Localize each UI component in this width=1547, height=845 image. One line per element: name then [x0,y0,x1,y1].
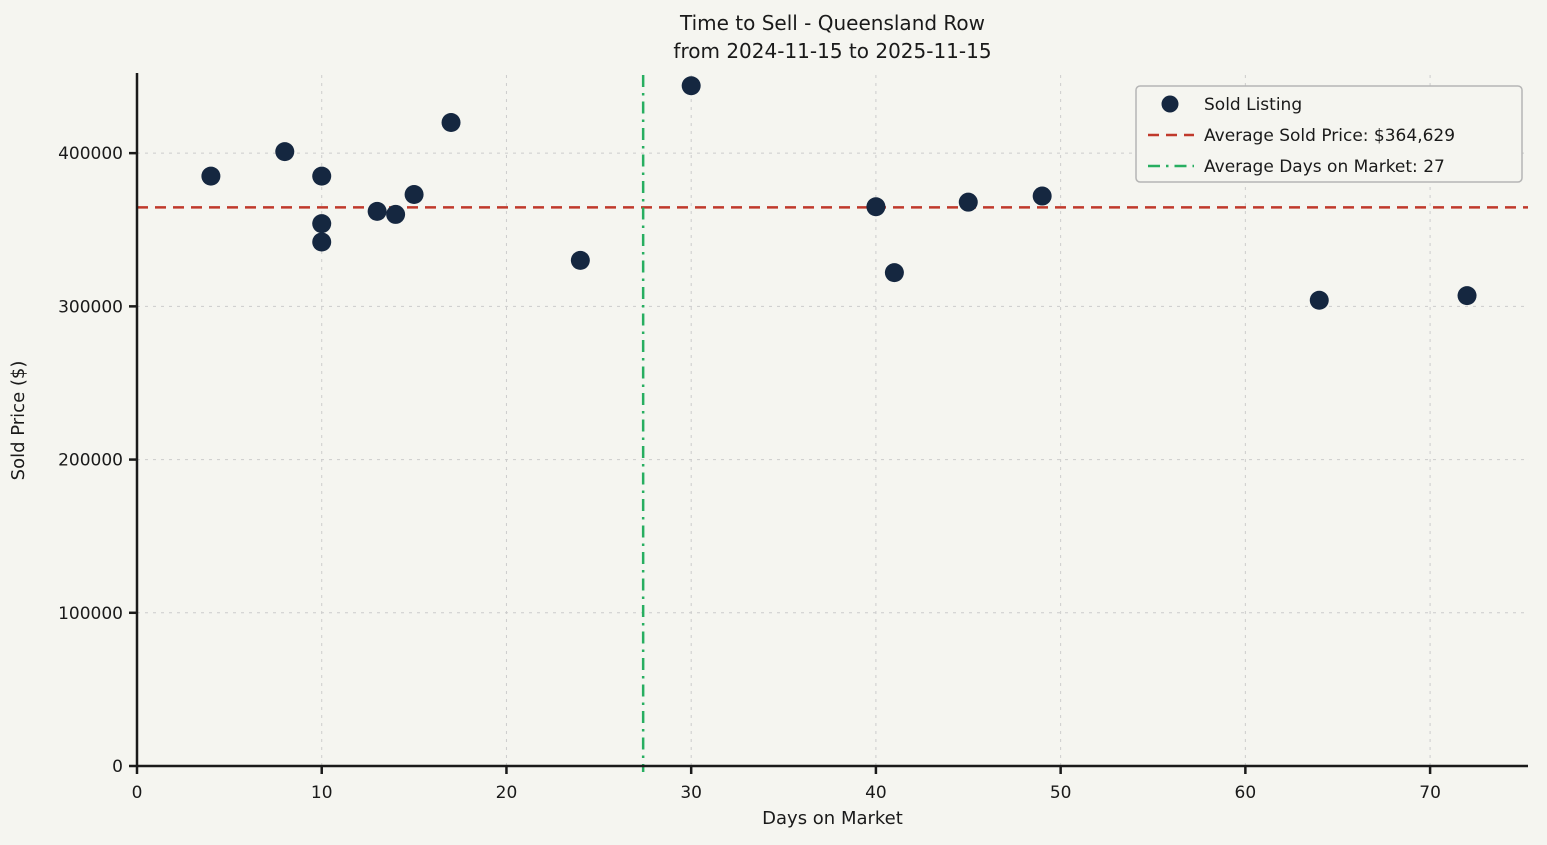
x-tick-label: 40 [865,783,887,803]
legend-dot-marker [1161,95,1179,113]
scatter-point [570,250,590,270]
x-tick-label: 50 [1050,783,1072,803]
legend-label: Sold Listing [1204,95,1302,115]
x-tick-label: 30 [680,783,702,803]
scatter-point [275,142,295,162]
scatter-point [1309,290,1329,310]
scatter-point [866,197,886,217]
x-tick-label: 20 [496,783,518,803]
chart-title-line2: from 2024-11-15 to 2025-11-15 [673,39,991,63]
legend-box [1135,85,1523,183]
scatter-point [681,76,701,96]
scatter-point [312,214,332,234]
scatter-point [386,204,406,224]
chart-title-line1: Time to Sell - Queensland Row [679,11,985,35]
scatter-point [958,192,978,212]
scatter-point [884,263,904,283]
scatter-point [312,232,332,252]
x-tick-label: 60 [1235,783,1257,803]
x-tick-label: 10 [311,783,333,803]
scatter-point [201,166,221,186]
legend-label: Average Sold Price: $364,629 [1204,126,1455,146]
legend-label: Average Days on Market: 27 [1204,157,1445,177]
y-tick-label: 0 [112,757,123,777]
scatter-point [1032,186,1052,206]
y-tick-label: 300000 [58,297,123,317]
y-tick-label: 100000 [58,604,123,624]
scatter-point [441,112,461,132]
scatter-point [367,201,387,221]
x-tick-label: 0 [132,783,143,803]
x-axis-label: Days on Market [762,808,903,829]
y-axis-label: Sold Price ($) [8,361,29,481]
y-tick-label: 400000 [58,144,123,164]
x-tick-label: 70 [1419,783,1441,803]
scatter-point [1457,286,1477,306]
y-tick-label: 200000 [58,451,123,471]
scatter-point [312,166,332,186]
scatter-point [404,185,424,205]
